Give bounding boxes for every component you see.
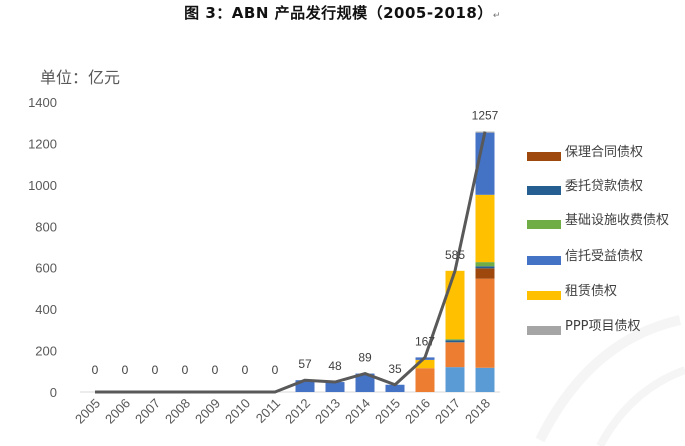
y-tick-label: 200 xyxy=(35,344,57,359)
legend-label: 租赁债权 xyxy=(565,284,618,299)
data-label: 585 xyxy=(445,248,465,262)
y-tick-label: 0 xyxy=(50,385,57,400)
x-tick-label: 2014 xyxy=(342,396,373,427)
data-label: 57 xyxy=(298,357,312,371)
y-tick-label: 1200 xyxy=(28,136,57,151)
legend-swatch xyxy=(527,326,561,335)
bar-segment xyxy=(415,368,435,392)
x-tick-label: 2005 xyxy=(72,396,103,427)
bar-segment xyxy=(355,373,375,392)
y-tick-label: 1000 xyxy=(28,178,57,193)
x-tick-label: 2016 xyxy=(402,396,433,427)
total-line xyxy=(95,131,487,394)
bar-segment xyxy=(475,278,495,368)
legend-swatch xyxy=(527,291,561,300)
legend-label: PPP项目债权 xyxy=(565,319,641,334)
data-label: 0 xyxy=(212,363,219,377)
data-label: 0 xyxy=(122,363,129,377)
bar-segment xyxy=(475,194,495,263)
legend-swatch xyxy=(527,256,561,265)
bar-segment xyxy=(325,382,345,392)
bar-segment xyxy=(445,339,465,341)
bar-segment xyxy=(445,270,465,340)
x-tick-label: 2017 xyxy=(432,396,463,427)
legend-label: 信托受益债权 xyxy=(565,249,644,264)
data-label: 1257 xyxy=(472,109,499,123)
data-label: 0 xyxy=(272,363,279,377)
y-tick-label: 800 xyxy=(35,219,57,234)
x-tick-label: 2008 xyxy=(162,396,193,427)
bar-segment xyxy=(475,262,495,267)
x-tick-label: 2006 xyxy=(102,396,133,427)
data-label: 48 xyxy=(328,359,342,373)
x-tick-label: 2018 xyxy=(462,396,493,427)
paragraph-mark: ↵ xyxy=(492,11,501,21)
bar-segment xyxy=(475,266,495,269)
bar-segment xyxy=(445,342,465,368)
bar-segment xyxy=(475,367,495,392)
data-label: 0 xyxy=(182,363,189,377)
x-tick-label: 2009 xyxy=(192,396,223,427)
legend-swatch xyxy=(527,152,561,161)
y-tick-label: 400 xyxy=(35,302,57,317)
legend-swatch xyxy=(527,186,561,195)
x-tick-label: 2007 xyxy=(132,396,163,427)
data-label: 167 xyxy=(415,334,435,348)
bar-segment xyxy=(475,268,495,279)
x-tick-label: 2015 xyxy=(372,396,403,427)
x-tick-label: 2010 xyxy=(222,396,253,427)
bar-segment xyxy=(295,380,315,392)
x-tick-label: 2013 xyxy=(312,396,343,427)
bar-segment xyxy=(445,340,465,343)
data-label: 0 xyxy=(152,363,159,377)
chart-title-text: 图 3：ABN 产品发行规模（2005-2018） xyxy=(184,4,493,22)
data-label: 35 xyxy=(388,362,402,376)
bar-segment xyxy=(415,359,435,369)
chart-title: 图 3：ABN 产品发行规模（2005-2018）↵ xyxy=(0,2,685,23)
chart-area: 0 200 400 600 800 1000 1200 1400 0 0 0 0 0 0 0 57 48 89 35… xyxy=(28,95,500,427)
data-label: 89 xyxy=(358,351,372,365)
data-label: 0 xyxy=(242,363,249,377)
unit-label: 单位：亿元 xyxy=(40,68,121,87)
legend-swatch xyxy=(527,220,561,229)
legend-label: 保理合同债权 xyxy=(565,145,644,160)
x-tick-label: 2011 xyxy=(253,396,283,426)
x-tick-label: 2012 xyxy=(282,396,313,427)
bar-segment xyxy=(385,384,405,392)
y-tick-label: 600 xyxy=(35,261,57,276)
legend: 保理合同债权 委托贷款债权基础设施收费债权 信托受益债权 租赁债权 PPP项目债权 xyxy=(527,0,685,446)
y-tick-label: 1400 xyxy=(28,95,57,110)
data-label: 0 xyxy=(92,363,99,377)
bar-segment xyxy=(445,367,465,392)
legend-label: 基础设施收费债权 xyxy=(565,213,670,228)
legend-label: 委托贷款债权 xyxy=(565,179,644,194)
